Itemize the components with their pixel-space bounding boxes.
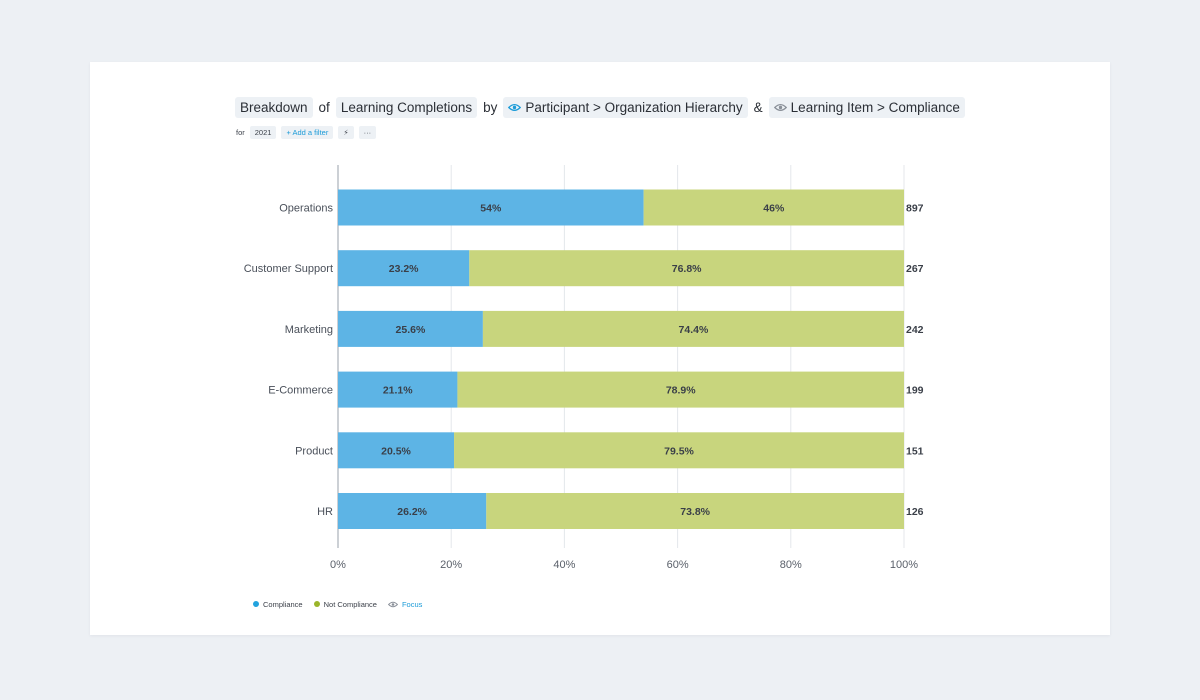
- row-total-label: 897: [906, 203, 924, 215]
- eye-icon[interactable]: [508, 103, 522, 112]
- legend-item-compliance[interactable]: Compliance: [253, 600, 303, 609]
- bar-value-label: 20.5%: [381, 445, 411, 457]
- x-tick-label: 60%: [667, 559, 689, 571]
- compliance-dot-icon: [253, 601, 259, 607]
- bar-compliance[interactable]: [338, 310, 483, 347]
- bar-value-label: 25.6%: [396, 324, 426, 336]
- bar-value-label: 54%: [480, 203, 502, 215]
- bar-value-label: 79.5%: [664, 445, 694, 457]
- x-tick-label: 20%: [440, 559, 462, 571]
- more-options-button[interactable]: ···: [358, 125, 377, 139]
- bar-not-compliance[interactable]: [643, 189, 904, 226]
- stacked-bar-chart: 0% 20% 40% 60% 80% 100% 54% 46% Operations 897 23.…: [244, 165, 924, 572]
- bar-compliance[interactable]: [338, 250, 470, 287]
- bar-value-label: 46%: [763, 203, 785, 215]
- dimension1-chip[interactable]: Participant > Organization Hierarchy: [503, 97, 748, 118]
- bar-not-compliance[interactable]: [486, 493, 904, 529]
- row-total-label: 126: [906, 506, 924, 518]
- labels: 0% 20% 40% 60% 80% 100% 54% 46% Operations 897 23.…: [244, 203, 924, 572]
- bar-not-compliance[interactable]: [469, 250, 904, 287]
- category-label: Customer Support: [244, 263, 333, 275]
- x-tick-label: 0%: [330, 559, 346, 571]
- row-total-label: 267: [906, 263, 924, 275]
- bar-value-label: 23.2%: [389, 263, 419, 275]
- bar-compliance[interactable]: [338, 432, 455, 469]
- bolt-icon[interactable]: ⚡: [338, 125, 354, 139]
- bar-value-label: 78.9%: [666, 385, 696, 397]
- bar-value-label: 74.4%: [679, 324, 709, 336]
- dimension2-chip[interactable]: Learning Item > Compliance: [768, 97, 965, 118]
- bar-not-compliance[interactable]: [457, 371, 904, 408]
- eye-icon[interactable]: [773, 103, 787, 112]
- chart-legend: Compliance Not Compliance Focus: [253, 598, 422, 610]
- category-label: Product: [295, 445, 333, 457]
- bar-compliance[interactable]: [338, 371, 458, 408]
- metric-chip[interactable]: Learning Completions: [335, 97, 478, 118]
- bar-not-compliance[interactable]: [454, 432, 904, 469]
- legend-item-not-compliance[interactable]: Not Compliance: [313, 599, 377, 609]
- dimension1-label: Participant > Organization Hierarchy: [525, 100, 743, 115]
- focus-toggle[interactable]: Focus: [387, 599, 423, 609]
- report-title: Breakdown of Learning Completions by Par…: [235, 97, 965, 118]
- x-tick-label: 100%: [890, 559, 918, 571]
- bars: [338, 189, 904, 529]
- x-tick-label: 80%: [780, 559, 802, 571]
- not-compliance-dot-icon: [313, 601, 320, 607]
- bar-compliance[interactable]: [338, 493, 487, 529]
- row-total-label: 199: [906, 385, 924, 397]
- bar-value-label: 73.8%: [680, 506, 710, 518]
- gridlines: [337, 165, 905, 548]
- year-filter-chip[interactable]: 2021: [249, 125, 277, 139]
- x-tick-label: 40%: [553, 559, 575, 571]
- report-card: Breakdown of Learning Completions by Par…: [90, 62, 1110, 635]
- breakdown-chip[interactable]: Breakdown: [235, 97, 313, 118]
- for-label: for: [236, 127, 245, 137]
- add-filter-button[interactable]: + Add a filter: [281, 125, 334, 139]
- row-total-label: 151: [906, 445, 924, 457]
- legend-not-compliance-label: Not Compliance: [323, 599, 377, 609]
- category-label: Marketing: [285, 324, 333, 336]
- filter-bar: for 2021 + Add a filter ⚡ ···: [236, 125, 377, 139]
- of-word: of: [318, 100, 330, 115]
- bar-compliance[interactable]: [338, 189, 644, 226]
- by-word: by: [483, 100, 498, 115]
- bar-value-label: 26.2%: [397, 506, 427, 518]
- bar-value-label: 76.8%: [672, 263, 702, 275]
- bar-not-compliance[interactable]: [482, 310, 904, 347]
- category-label: Operations: [279, 203, 333, 215]
- category-label: HR: [317, 506, 333, 518]
- legend-compliance-label: Compliance: [263, 599, 303, 609]
- focus-label: Focus: [401, 599, 423, 609]
- bar-value-label: 21.1%: [383, 385, 413, 397]
- dimension2-label: Learning Item > Compliance: [790, 100, 960, 115]
- eye-icon: [387, 601, 398, 607]
- category-label: E-Commerce: [268, 385, 333, 397]
- row-total-label: 242: [906, 324, 924, 336]
- ampersand: &: [753, 100, 763, 115]
